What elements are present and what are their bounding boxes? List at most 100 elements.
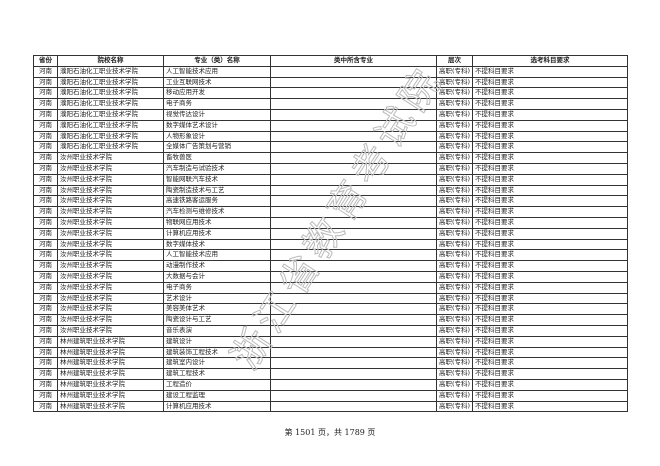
subject-requirement-cell: 不提科目要求 (472, 152, 628, 164)
subject-requirement-cell: 不提科目要求 (472, 76, 628, 89)
province-cell: 河南 (33, 357, 58, 370)
level-cell: 高职(专科) (436, 216, 473, 229)
level-cell: 高职(专科) (436, 303, 473, 316)
major-cell: 电子商务 (163, 98, 271, 110)
school-cell: 汝州职业技术学院 (57, 162, 164, 175)
table-row: 河南 濮阳石油化工职业技术学院 电子商务 高职(专科) 不提科目要求 (33, 98, 628, 110)
level-cell: 高职(专科) (436, 184, 473, 197)
subject-requirement-cell: 不提科目要求 (472, 227, 628, 240)
subject-requirement-cell: 不提科目要求 (472, 195, 628, 208)
table-row: 河南 汝州职业技术学院 陶瓷设计与工艺 高职(专科) 不提科目要求 (33, 314, 628, 326)
table-row: 河南 汝州职业技术学院 畜牧兽医 高职(专科) 不提科目要求 (33, 152, 628, 164)
table-row: 河南 汝州职业技术学院 物联网应用技术 高职(专科) 不提科目要求 (33, 216, 628, 229)
province-cell: 河南 (33, 206, 58, 218)
subject-requirement-cell: 不提科目要求 (472, 173, 628, 186)
province-cell: 河南 (33, 270, 58, 283)
subject-requirement-cell: 不提科目要求 (472, 292, 628, 305)
province-cell: 河南 (33, 389, 58, 402)
province-cell: 河南 (33, 130, 58, 143)
subject-requirement-cell: 不提科目要求 (472, 357, 628, 370)
province-cell: 河南 (33, 119, 58, 132)
included-majors-cell (270, 141, 437, 154)
included-majors-cell (270, 260, 437, 272)
table-row: 河南 濮阳石油化工职业技术学院 全媒体广告策划与营销 高职(专科) 不提科目要求 (33, 141, 628, 154)
level-cell: 高职(专科) (436, 249, 473, 262)
school-cell: 汝州职业技术学院 (57, 324, 164, 337)
table-row: 河南 林州建筑职业技术学院 建筑工程技术 高职(专科) 不提科目要求 (33, 368, 628, 380)
major-cell: 建筑设计 (163, 335, 271, 348)
included-majors-cell (270, 130, 437, 143)
included-majors-cell (270, 87, 437, 100)
level-cell: 高职(专科) (436, 87, 473, 100)
level-cell: 高职(专科) (436, 227, 473, 240)
included-majors-cell (270, 173, 437, 186)
header-major: 专业（类）名称 (163, 55, 271, 67)
included-majors-cell (270, 65, 437, 78)
school-cell: 濮阳石油化工职业技术学院 (57, 141, 164, 154)
level-cell: 高职(专科) (436, 368, 473, 380)
level-cell: 高职(专科) (436, 270, 473, 283)
level-cell: 高职(专科) (436, 162, 473, 175)
included-majors-cell (270, 335, 437, 348)
school-cell: 林州建筑职业技术学院 (57, 335, 164, 348)
subject-requirement-cell: 不提科目要求 (472, 206, 628, 218)
subject-requirement-cell: 不提科目要求 (472, 314, 628, 326)
level-cell: 高职(专科) (436, 324, 473, 337)
school-cell: 汝州职业技术学院 (57, 314, 164, 326)
province-cell: 河南 (33, 141, 58, 154)
school-cell: 濮阳石油化工职业技术学院 (57, 87, 164, 100)
subject-requirement-cell: 不提科目要求 (472, 400, 628, 413)
header-included-majors: 类中所含专业 (270, 55, 437, 67)
school-cell: 汝州职业技术学院 (57, 216, 164, 229)
province-cell: 河南 (33, 368, 58, 380)
province-cell: 河南 (33, 281, 58, 294)
table-row: 河南 汝州职业技术学院 人工智能技术应用 高职(专科) 不提科目要求 (33, 249, 628, 262)
header-school: 院校名称 (57, 55, 164, 67)
subject-requirement-cell: 不提科目要求 (472, 108, 628, 121)
major-cell: 人工智能技术应用 (163, 249, 271, 262)
included-majors-cell (270, 368, 437, 380)
school-cell: 林州建筑职业技术学院 (57, 368, 164, 380)
subject-requirement-cell: 不提科目要求 (472, 303, 628, 316)
school-cell: 濮阳石油化工职业技术学院 (57, 65, 164, 78)
table-row: 河南 林州建筑职业技术学院 建筑装饰工程技术 高职(专科) 不提科目要求 (33, 346, 628, 359)
table-row: 河南 林州建筑职业技术学院 建筑设计 高职(专科) 不提科目要求 (33, 335, 628, 348)
school-cell: 汝州职业技术学院 (57, 238, 164, 251)
level-cell: 高职(专科) (436, 389, 473, 402)
table-row: 河南 汝州职业技术学院 大数据与会计 高职(专科) 不提科目要求 (33, 270, 628, 283)
major-cell: 人物形象设计 (163, 130, 271, 143)
major-cell: 动漫制作技术 (163, 260, 271, 272)
province-cell: 河南 (33, 346, 58, 359)
province-cell: 河南 (33, 162, 58, 175)
major-cell: 数字媒体技术 (163, 238, 271, 251)
table-row: 河南 濮阳石油化工职业技术学院 工业互联网技术 高职(专科) 不提科目要求 (33, 76, 628, 89)
level-cell: 高职(专科) (436, 357, 473, 370)
level-cell: 高职(专科) (436, 335, 473, 348)
level-cell: 高职(专科) (436, 119, 473, 132)
subject-requirement-cell: 不提科目要求 (472, 162, 628, 175)
included-majors-cell (270, 184, 437, 197)
school-cell: 林州建筑职业技术学院 (57, 400, 164, 413)
school-cell: 濮阳石油化工职业技术学院 (57, 76, 164, 89)
school-cell: 汝州职业技术学院 (57, 173, 164, 186)
province-cell: 河南 (33, 184, 58, 197)
included-majors-cell (270, 249, 437, 262)
school-cell: 汝州职业技术学院 (57, 249, 164, 262)
province-cell: 河南 (33, 227, 58, 240)
included-majors-cell (270, 206, 437, 218)
included-majors-cell (270, 346, 437, 359)
table-row: 河南 汝州职业技术学院 美容美体艺术 高职(专科) 不提科目要求 (33, 303, 628, 316)
table-row: 河南 汝州职业技术学院 计算机应用技术 高职(专科) 不提科目要求 (33, 227, 628, 240)
table-row: 河南 汝州职业技术学院 高速铁路客运服务 高职(专科) 不提科目要求 (33, 195, 628, 208)
level-cell: 高职(专科) (436, 76, 473, 89)
included-majors-cell (270, 303, 437, 316)
included-majors-cell (270, 162, 437, 175)
school-cell: 汝州职业技术学院 (57, 270, 164, 283)
table-row: 河南 林州建筑职业技术学院 建设工程监理 高职(专科) 不提科目要求 (33, 389, 628, 402)
major-cell: 高速铁路客运服务 (163, 195, 271, 208)
province-cell: 河南 (33, 400, 58, 413)
province-cell: 河南 (33, 195, 58, 208)
level-cell: 高职(专科) (436, 195, 473, 208)
level-cell: 高职(专科) (436, 141, 473, 154)
major-cell: 智能网联汽车技术 (163, 173, 271, 186)
